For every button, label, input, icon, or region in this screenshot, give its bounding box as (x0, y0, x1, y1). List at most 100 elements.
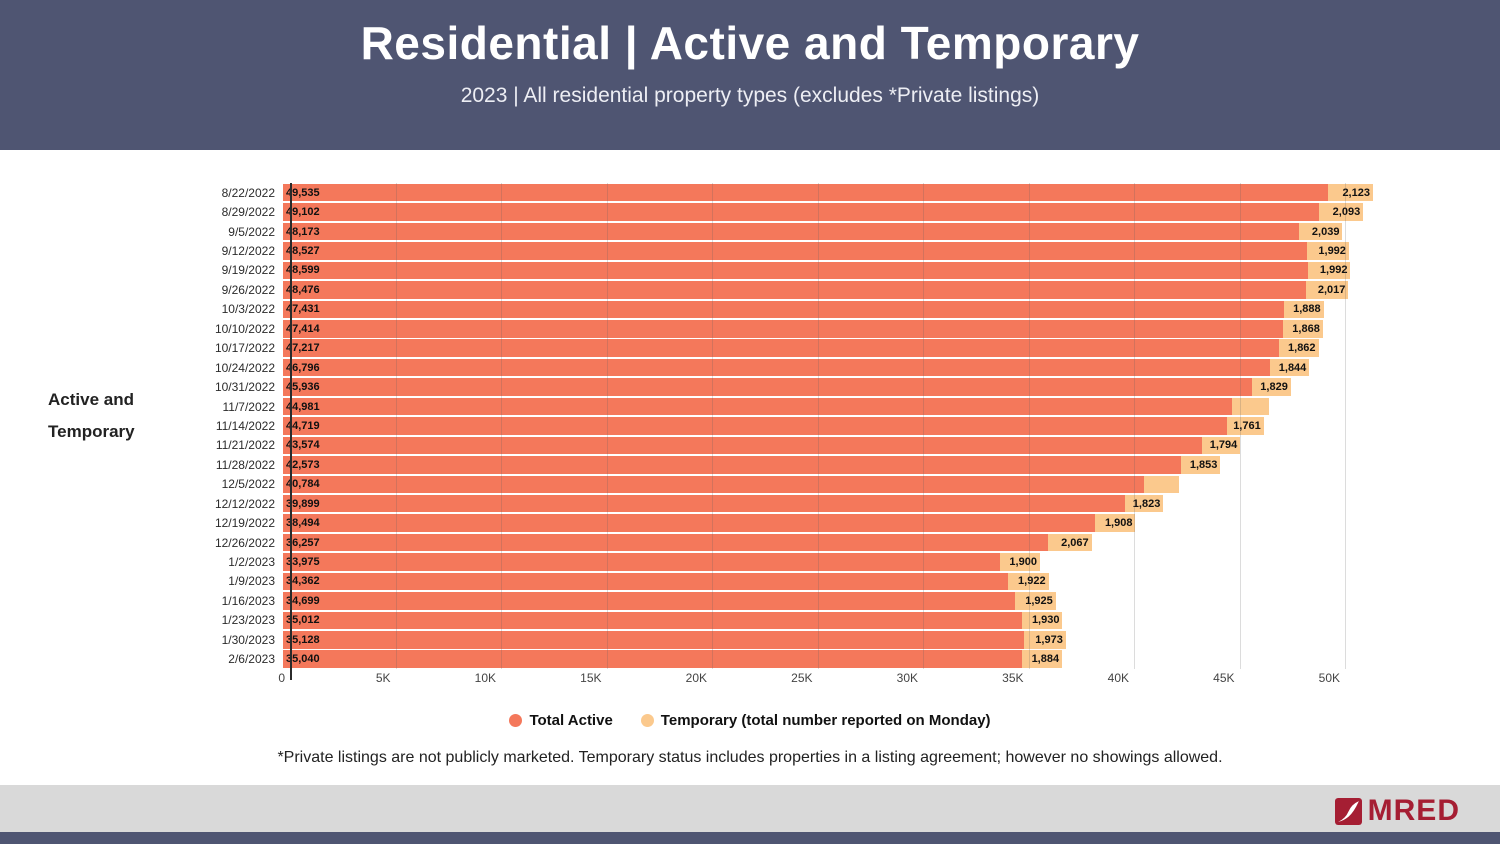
legend-label-temporary: Temporary (total number reported on Mond… (660, 712, 991, 729)
bar-total-active[interactable]: 45,936 (283, 378, 1253, 396)
bar-track: 35,012 1,930 (283, 611, 1500, 630)
temporary-value-label: 1,908 (1104, 517, 1133, 530)
bar-row: 11/28/2022 42,573 1,853 (0, 455, 1500, 474)
bar-total-active[interactable]: 49,102 (283, 203, 1320, 221)
bar-total-active[interactable]: 34,699 (283, 592, 1016, 610)
total-active-value-label: 49,535 (286, 186, 320, 199)
bar-temporary[interactable]: 2,017 (1305, 281, 1349, 299)
total-active-value-label: 47,431 (286, 303, 320, 316)
bar-track: 46,796 1,844 (283, 358, 1500, 377)
temporary-value-label: 1,888 (1293, 303, 1321, 316)
bar-total-active[interactable]: 35,128 (283, 631, 1025, 649)
category-label: 1/16/2023 (221, 593, 275, 608)
bar-temporary[interactable] (1143, 475, 1180, 494)
total-active-value-label: 45,936 (286, 381, 320, 394)
total-active-value-label: 42,573 (286, 458, 320, 471)
bar-temporary[interactable]: 2,123 (1328, 183, 1373, 202)
bar-temporary[interactable]: 1,922 (1008, 572, 1049, 591)
category-label: 12/19/2022 (214, 516, 275, 531)
bar-total-active[interactable]: 43,574 (283, 436, 1203, 455)
bar-total-active[interactable]: 49,535 (283, 183, 1329, 202)
total-active-value-label: 48,599 (286, 264, 320, 277)
temporary-value-label: 2,093 (1332, 206, 1361, 219)
bar-temporary[interactable]: 1,992 (1306, 242, 1349, 260)
bar-total-active[interactable]: 48,599 (283, 261, 1309, 280)
bar-total-active[interactable]: 35,012 (283, 611, 1022, 630)
bar-temporary[interactable]: 1,823 (1124, 494, 1164, 513)
bar-track: 49,535 2,123 (283, 183, 1500, 202)
bar-temporary[interactable]: 1,761 (1226, 417, 1264, 435)
bar-temporary[interactable]: 1,973 (1024, 631, 1066, 649)
bar-total-active[interactable]: 44,981 (283, 397, 1233, 416)
temporary-value-label: 1,868 (1292, 322, 1320, 335)
bar-total-active[interactable]: 47,431 (283, 300, 1284, 319)
bar-total-active[interactable]: 39,899 (283, 494, 1125, 513)
bar-total-active[interactable]: 48,476 (283, 281, 1306, 299)
bar-total-active[interactable]: 33,975 (283, 553, 1000, 571)
bar-temporary[interactable]: 2,093 (1319, 203, 1364, 221)
total-active-value-label: 47,414 (286, 322, 320, 335)
bar-temporary[interactable]: 1,925 (1015, 592, 1056, 610)
bar-total-active[interactable]: 35,040 (283, 650, 1023, 668)
bar-total-active[interactable]: 44,719 (283, 417, 1227, 435)
bar-track: 35,040 1,884 (283, 650, 1500, 668)
bar-temporary[interactable]: 1,900 (999, 553, 1040, 571)
bar-track: 33,975 1,900 (283, 553, 1500, 571)
x-tick-label: 5K (375, 671, 391, 685)
bar-temporary[interactable]: 1,844 (1270, 358, 1310, 377)
bar-track: 49,102 2,093 (283, 203, 1500, 221)
bar-temporary[interactable]: 2,039 (1299, 222, 1343, 241)
bar-temporary[interactable]: 1,829 (1252, 378, 1291, 396)
bar-track: 48,527 1,992 (283, 242, 1500, 260)
total-active-value-label: 49,102 (286, 206, 320, 219)
category-label: 9/19/2022 (221, 263, 275, 278)
bar-track: 48,599 1,992 (283, 261, 1500, 280)
bar-row: 9/26/2022 48,476 2,017 (0, 280, 1500, 299)
legend-item-total-active[interactable]: Total Active (509, 712, 613, 729)
temporary-value-label: 1,884 (1031, 653, 1060, 666)
chart-legend: Total Active Temporary (total number rep… (0, 712, 1500, 729)
bar-temporary[interactable]: 1,862 (1279, 339, 1319, 357)
bar-row: 10/31/2022 45,936 1,829 (0, 377, 1500, 396)
bar-temporary[interactable] (1232, 397, 1270, 416)
bar-temporary[interactable]: 1,884 (1022, 650, 1063, 668)
bar-temporary[interactable]: 1,868 (1283, 320, 1323, 338)
bar-total-active[interactable]: 40,784 (283, 475, 1144, 494)
page-title: Residential | Active and Temporary (360, 17, 1140, 69)
bar-temporary[interactable]: 1,888 (1283, 300, 1324, 319)
bar-temporary[interactable]: 1,853 (1181, 456, 1221, 474)
temporary-value-label: 1,794 (1209, 439, 1238, 452)
total-active-value-label: 47,217 (286, 342, 320, 355)
total-active-value-label: 34,362 (286, 575, 320, 588)
bar-total-active[interactable]: 48,527 (283, 242, 1307, 260)
bar-total-active[interactable]: 48,173 (283, 222, 1300, 241)
bar-total-active[interactable]: 38,494 (283, 514, 1096, 532)
temporary-dot-icon (640, 714, 654, 727)
x-axis: 0 5K 10K 15K 20K 25K 30K 35K 40K 45K 50K (278, 671, 1405, 687)
bar-row: 1/2/2023 33,975 1,900 (0, 552, 1500, 571)
bar-row: 12/26/2022 36,257 2,067 (0, 533, 1500, 552)
category-label: 1/2/2023 (228, 555, 275, 570)
bar-temporary[interactable]: 1,794 (1202, 436, 1241, 455)
bar-total-active[interactable]: 46,796 (283, 358, 1271, 377)
total-active-value-label: 46,796 (286, 361, 320, 374)
legend-item-temporary[interactable]: Temporary (total number reported on Mond… (640, 712, 991, 729)
bar-total-active[interactable]: 47,217 (283, 339, 1280, 357)
total-active-value-label: 48,476 (286, 283, 320, 296)
bar-track: 39,899 1,823 (283, 494, 1500, 513)
bar-total-active[interactable]: 47,414 (283, 320, 1284, 338)
bar-total-active[interactable]: 36,257 (283, 533, 1049, 552)
total-active-value-label: 39,899 (286, 497, 320, 510)
category-label: 9/26/2022 (221, 282, 275, 297)
bar-total-active[interactable]: 34,362 (283, 572, 1009, 591)
bar-temporary[interactable]: 1,992 (1308, 261, 1351, 280)
x-tick-label: 35K (1002, 671, 1024, 685)
bar-temporary[interactable]: 1,908 (1095, 514, 1136, 532)
temporary-value-label: 1,823 (1132, 497, 1161, 510)
x-tick-label: 10K (474, 671, 496, 685)
temporary-value-label: 1,844 (1278, 361, 1307, 374)
bar-temporary[interactable]: 2,067 (1048, 533, 1092, 552)
bar-track: 42,573 1,853 (283, 456, 1500, 474)
bar-total-active[interactable]: 42,573 (283, 456, 1182, 474)
bar-temporary[interactable]: 1,930 (1021, 611, 1063, 630)
